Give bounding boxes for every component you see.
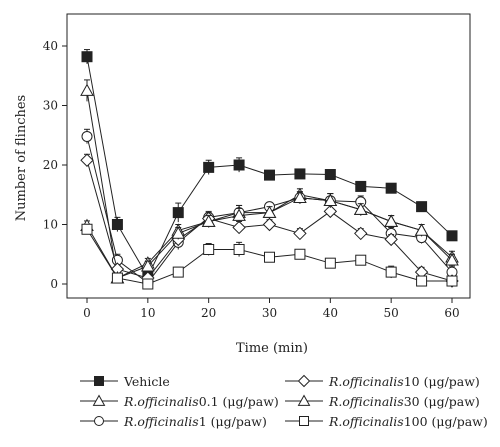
data-point bbox=[232, 208, 246, 221]
legend-label-name: R.officinalis bbox=[329, 373, 404, 389]
plot-frame bbox=[66, 13, 471, 299]
legend-swatch bbox=[285, 394, 323, 406]
legend-item-ro-10: R.officinalis 10 (μg/paw) bbox=[285, 370, 480, 392]
data-point bbox=[94, 416, 104, 426]
x-tick-label: 50 bbox=[384, 306, 399, 320]
data-point bbox=[323, 204, 338, 219]
data-point bbox=[92, 394, 106, 406]
y-tick-label: 0 bbox=[50, 277, 58, 291]
legend-item-vehicle: Vehicle bbox=[80, 370, 170, 392]
legend-label: Vehicle bbox=[124, 373, 170, 389]
y-tick-label: 20 bbox=[43, 158, 58, 172]
legend-swatch bbox=[80, 416, 118, 426]
data-point bbox=[201, 214, 216, 227]
data-point bbox=[142, 278, 154, 290]
data-point bbox=[233, 243, 245, 255]
legend-swatch bbox=[80, 394, 118, 406]
data-point bbox=[324, 257, 336, 269]
data-point bbox=[416, 201, 428, 213]
axes: 0 10 20 30 40 50 60 0 10 20 30 40 bbox=[43, 13, 471, 320]
legend-label-dose: 100 (μg/paw) bbox=[403, 413, 488, 429]
data-point bbox=[264, 169, 275, 181]
data-point bbox=[446, 230, 458, 242]
series-4 bbox=[80, 190, 459, 284]
legend-item-ro-30: R.officinalis 30 (μg/paw) bbox=[285, 390, 480, 412]
legend-item-ro-1: R.officinalis 1 (μg/paw) bbox=[80, 410, 267, 432]
x-tick-label: 60 bbox=[444, 306, 459, 320]
x-tick-label: 0 bbox=[83, 306, 91, 320]
data-point bbox=[385, 266, 397, 278]
data-point bbox=[140, 259, 155, 272]
data-point bbox=[203, 243, 215, 255]
legend-label-dose: 1 (μg/paw) bbox=[198, 413, 267, 429]
legend-swatch bbox=[285, 374, 323, 388]
legend-label-name: R.officinalis bbox=[124, 413, 199, 429]
data-point bbox=[294, 248, 306, 260]
series-5 bbox=[81, 223, 458, 290]
data-point bbox=[81, 130, 93, 142]
legend: Vehicle R.officinalis 0.1 (μg/paw) R.off… bbox=[80, 366, 490, 446]
x-tick-label: 10 bbox=[140, 306, 155, 320]
legend-label-name: R.officinalis bbox=[124, 393, 199, 409]
data-point bbox=[353, 202, 368, 215]
data-point bbox=[111, 272, 123, 284]
y-axis-label: Number of flinches bbox=[14, 95, 29, 221]
legend-label-dose: 10 (μg/paw) bbox=[403, 373, 480, 389]
x-tick-label: 30 bbox=[262, 306, 277, 320]
data-point bbox=[232, 220, 246, 235]
legend-swatch bbox=[285, 416, 323, 426]
data-point bbox=[293, 190, 307, 204]
data-point bbox=[299, 416, 309, 426]
data-point bbox=[323, 193, 338, 206]
series-0 bbox=[81, 49, 458, 283]
data-point bbox=[94, 376, 104, 386]
data-point bbox=[297, 374, 311, 388]
legend-item-ro-100: R.officinalis 100 (μg/paw) bbox=[285, 410, 488, 432]
x-axis-label: Time (min) bbox=[236, 341, 308, 356]
data-point bbox=[384, 214, 399, 227]
series-line bbox=[86, 56, 453, 278]
data-point bbox=[324, 169, 336, 181]
data-point bbox=[294, 168, 306, 180]
data-point bbox=[445, 253, 459, 266]
legend-label-dose: 0.1 (μg/paw) bbox=[198, 393, 279, 409]
y-tick-label: 10 bbox=[43, 218, 58, 232]
data-point bbox=[203, 161, 215, 173]
legend-swatch bbox=[80, 376, 118, 386]
data-point bbox=[264, 251, 275, 263]
legend-label-name: R.officinalis bbox=[329, 393, 404, 409]
data-point bbox=[172, 266, 184, 278]
data-point bbox=[297, 394, 311, 406]
data-point bbox=[354, 226, 368, 241]
data-point bbox=[446, 275, 458, 287]
data-point bbox=[355, 180, 367, 192]
data-point bbox=[111, 219, 123, 230]
data-point bbox=[80, 83, 94, 96]
data-point bbox=[172, 207, 184, 219]
x-tick-label: 20 bbox=[201, 306, 216, 320]
y-tick-label: 40 bbox=[43, 39, 58, 53]
data-point bbox=[81, 51, 93, 63]
data-point bbox=[171, 226, 186, 239]
y-tick-label: 30 bbox=[43, 99, 58, 113]
data-point bbox=[414, 223, 429, 236]
data-point bbox=[262, 217, 277, 232]
legend-item-ro-0-1: R.officinalis 0.1 (μg/paw) bbox=[80, 390, 279, 412]
data-point bbox=[80, 153, 94, 167]
data-point bbox=[262, 205, 277, 218]
data-point bbox=[293, 226, 307, 241]
data-point bbox=[355, 254, 367, 266]
series-line bbox=[86, 90, 453, 279]
x-tick-label: 40 bbox=[323, 306, 338, 320]
data-point bbox=[81, 223, 93, 235]
series-layer bbox=[80, 49, 459, 290]
legend-label-name: R.officinalis bbox=[329, 413, 404, 429]
line-chart: 0 10 20 30 40 50 60 0 10 20 30 40 Time (min) Number… bbox=[14, 13, 471, 356]
data-point bbox=[384, 232, 398, 247]
data-point bbox=[385, 182, 397, 194]
data-point bbox=[233, 159, 245, 171]
data-point bbox=[416, 275, 428, 287]
legend-label-dose: 30 (μg/paw) bbox=[403, 393, 480, 409]
